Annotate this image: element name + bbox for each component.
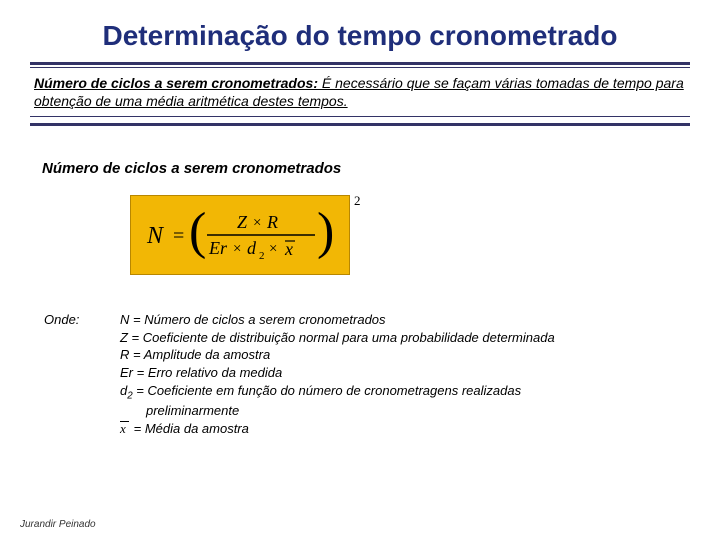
formula-container: N = ( ) Z × R Er × d 2 × <box>130 195 690 275</box>
def-d2-line2: preliminarmente <box>120 402 690 420</box>
divider-thin-top <box>30 67 690 68</box>
divider-thick-bottom <box>30 123 690 126</box>
den-x: x <box>284 239 293 259</box>
divider-thin-bottom <box>30 116 690 117</box>
definitions: Onde: N = Número de ciclos a serem crono… <box>44 311 690 437</box>
formula-exponent: 2 <box>354 193 361 209</box>
defs-label: Onde: <box>44 311 120 437</box>
rparen: ) <box>317 206 334 260</box>
equals-sign: = <box>173 225 184 247</box>
formula-box: N = ( ) Z × R Er × d 2 × <box>130 195 350 275</box>
defs-body: N = Número de ciclos a serem cronometrad… <box>120 311 690 437</box>
den-times1: × <box>233 241 241 257</box>
subtitle-lead: Número de ciclos a serem cronometrados: <box>34 75 318 91</box>
def-z: Z = Coeficiente de distribuição normal p… <box>120 329 690 347</box>
lparen: ( <box>189 206 206 260</box>
footer-author: Jurandir Peinado <box>20 519 96 530</box>
num-times: × <box>253 215 261 231</box>
def-xbar: x = Média da amostra <box>120 420 690 438</box>
den-d: d <box>247 238 257 258</box>
num-r: R <box>266 212 278 232</box>
den-times2: × <box>269 241 277 257</box>
def-n: N = Número de ciclos a serem cronometrad… <box>120 311 690 329</box>
formula-svg: N = ( ) Z × R Er × d 2 × <box>145 206 335 264</box>
den-d-sub: 2 <box>259 250 265 262</box>
den-er: Er <box>208 238 228 258</box>
formula-lhs: N <box>146 223 165 249</box>
section-heading: Número de ciclos a serem cronometrados <box>42 160 690 177</box>
def-d2: d2 = Coeficiente em função do número de … <box>120 382 690 403</box>
def-d2-post: = Coeficiente em função do número de cro… <box>133 383 521 398</box>
slide: Determinação do tempo cronometrado Númer… <box>0 0 720 540</box>
def-xbar-post: = Média da amostra <box>130 421 249 436</box>
def-er: Er = Erro relativo da medida <box>120 364 690 382</box>
page-title: Determinação do tempo cronometrado <box>30 20 690 52</box>
xbar-icon: x <box>120 420 130 438</box>
def-r: R = Amplitude da amostra <box>120 346 690 364</box>
num-z: Z <box>237 212 248 232</box>
subtitle: Número de ciclos a serem cronometrados: … <box>30 74 690 116</box>
divider-thick-top <box>30 62 690 65</box>
